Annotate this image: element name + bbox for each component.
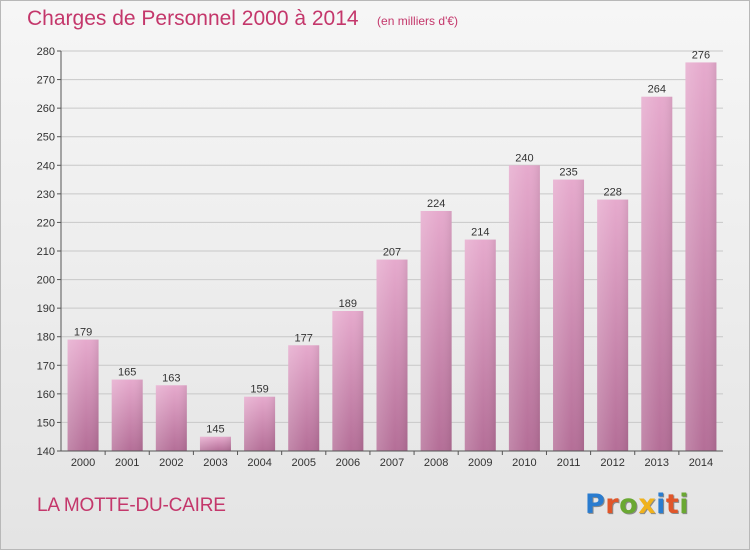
data-label: 165 xyxy=(118,367,136,379)
y-tick-label: 200 xyxy=(37,275,55,287)
y-tick-label: 210 xyxy=(37,246,55,258)
x-tick-label: 2008 xyxy=(424,457,448,469)
y-tick-label: 150 xyxy=(37,417,55,429)
data-label: 179 xyxy=(74,327,92,339)
bar-sheen xyxy=(376,259,408,451)
logo-letter: t xyxy=(665,489,680,520)
y-tick-label: 180 xyxy=(37,332,55,344)
bar-sheen xyxy=(244,396,276,451)
y-tick-label: 160 xyxy=(37,389,55,401)
x-tick-label: 2003 xyxy=(203,457,227,469)
data-label: 159 xyxy=(250,384,268,396)
y-tick-label: 230 xyxy=(37,189,55,201)
bar-sheen xyxy=(464,239,496,451)
data-labels: 179 165 163 145 159 177 189 207 224 214 240 235 228 2… xyxy=(74,49,710,435)
data-label: 224 xyxy=(427,198,445,210)
bars xyxy=(67,62,717,452)
data-label: 177 xyxy=(295,332,313,344)
bar-sheen xyxy=(553,179,585,452)
data-label: 235 xyxy=(559,167,577,179)
chart-subtitle: (en milliers d'€) xyxy=(377,14,459,28)
y-tick-label: 170 xyxy=(37,360,55,372)
bar-sheen xyxy=(67,339,99,451)
chart-title: Charges de Personnel 2000 à 2014 xyxy=(27,7,359,30)
commune-name: LA MOTTE-DU-CAIRE xyxy=(37,495,226,516)
data-label: 214 xyxy=(471,227,489,239)
x-tick-label: 2013 xyxy=(645,457,669,469)
x-tick-label: 2012 xyxy=(600,457,624,469)
bar-sheen xyxy=(508,165,540,452)
bar-sheen xyxy=(641,96,673,451)
logo-letter: i xyxy=(679,489,690,520)
data-label: 189 xyxy=(339,298,357,310)
bar-sheen xyxy=(332,311,364,451)
x-tick-label: 2011 xyxy=(557,457,581,469)
bar-sheen xyxy=(288,345,320,451)
data-label: 240 xyxy=(515,152,533,164)
x-tick-label: 2005 xyxy=(291,457,315,469)
logo-letter: i xyxy=(656,489,666,520)
bar-sheen xyxy=(597,199,629,451)
y-tick-label: 260 xyxy=(37,103,55,115)
logo-letter: o xyxy=(619,489,639,520)
x-tick-label: 2002 xyxy=(159,457,183,469)
x-tick-label: 2000 xyxy=(71,457,95,469)
bar-sheen xyxy=(111,379,143,451)
y-tick-label: 140 xyxy=(37,446,55,458)
y-tick-label: 220 xyxy=(37,217,55,229)
data-label: 228 xyxy=(603,187,621,199)
proxiti-logo[interactable]: Proxiti xyxy=(585,489,689,520)
x-tick-label: 2010 xyxy=(512,457,536,469)
y-tick-label: 240 xyxy=(37,160,55,172)
y-tick-label: 280 xyxy=(37,46,55,58)
x-tick-label: 2004 xyxy=(247,457,271,469)
y-tick-label: 270 xyxy=(37,75,55,87)
data-label: 145 xyxy=(206,424,224,436)
title-row: Charges de Personnel 2000 à 2014 (en mil… xyxy=(27,7,458,31)
x-tick-label: 2009 xyxy=(468,457,492,469)
bar-sheen xyxy=(155,385,187,451)
axes: 140 150 160 170 180 190 200 210 220 230 240 250 260 2… xyxy=(37,46,723,469)
bar-sheen xyxy=(420,211,452,451)
bar-sheen xyxy=(199,436,231,451)
x-tick-label: 2006 xyxy=(336,457,360,469)
logo-letter: x xyxy=(638,489,657,520)
y-tick-label: 250 xyxy=(37,132,55,144)
logo-letter: r xyxy=(605,489,620,520)
x-tick-label: 2014 xyxy=(689,457,713,469)
data-label: 207 xyxy=(383,247,401,259)
bar-sheen xyxy=(685,62,717,452)
data-label: 276 xyxy=(692,49,710,61)
data-label: 163 xyxy=(162,372,180,384)
logo-letter: P xyxy=(585,489,606,520)
x-tick-label: 2001 xyxy=(115,457,139,469)
x-tick-label: 2007 xyxy=(380,457,404,469)
y-tick-label: 190 xyxy=(37,303,55,315)
data-label: 264 xyxy=(648,84,666,96)
